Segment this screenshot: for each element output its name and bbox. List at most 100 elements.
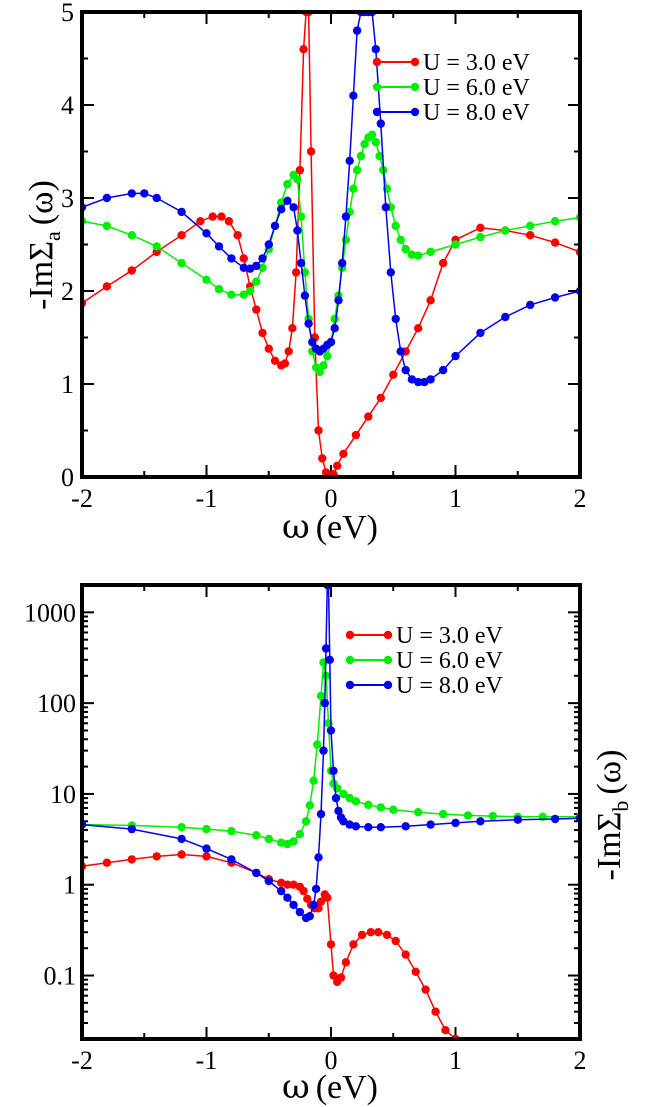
data-point [513, 815, 522, 824]
data-point [391, 314, 400, 324]
data-point [407, 375, 417, 384]
data-point [476, 328, 485, 338]
data-point [526, 221, 535, 231]
data-point [202, 275, 211, 284]
data-point [476, 223, 485, 232]
data-point [463, 811, 473, 820]
data-point [239, 254, 248, 263]
data-point [252, 305, 261, 314]
data-point [217, 212, 226, 221]
data-point [326, 940, 336, 949]
data-point [391, 936, 400, 946]
data-point [245, 286, 255, 296]
data-point [258, 254, 267, 263]
data-point [352, 26, 362, 35]
data-point [252, 831, 261, 840]
panel-b-self-energy-chart: -2 -1 0 1 2 0.1 1 10 100 1000 U = 3.0 eVU = 6.0 e… [24, 583, 633, 1107]
data-point [389, 370, 398, 379]
data-point [488, 811, 497, 821]
data-point [306, 147, 316, 156]
data-point [349, 184, 358, 193]
data-point [202, 824, 211, 834]
data-point [127, 824, 136, 834]
legend-entry-2: U = 6.0 eV [396, 648, 504, 674]
x-tick-label: 1 [449, 484, 462, 513]
data-point [233, 231, 242, 240]
data-point [258, 328, 267, 338]
data-point [291, 268, 301, 277]
panel-a-x-label-omega: ω [282, 507, 310, 547]
data-point [550, 814, 560, 824]
data-point [252, 261, 261, 271]
data-point [320, 698, 329, 708]
data-point [451, 240, 460, 249]
panel-a-y-label-suffix: (ω) [23, 180, 60, 225]
data-point [227, 290, 236, 299]
data-point [127, 189, 136, 198]
data-point [421, 985, 430, 994]
data-point [295, 830, 305, 839]
data-point [102, 282, 112, 291]
data-point [333, 461, 342, 470]
data-point [277, 205, 286, 214]
data-point [341, 958, 351, 967]
data-point [102, 221, 112, 231]
legend-marker [383, 680, 393, 690]
data-point [300, 291, 310, 300]
data-point [364, 800, 373, 809]
y-tick-label: 0 [61, 463, 74, 492]
y-tick-label: 1 [63, 871, 76, 900]
data-point [441, 1026, 450, 1035]
y-tick-label: 3 [61, 184, 74, 213]
data-point [351, 822, 361, 831]
panel-b-ticks [81, 584, 581, 1040]
data-point [339, 449, 348, 458]
data-point [314, 853, 323, 862]
y-tick-label: 1 [61, 370, 74, 399]
panel-b-y-label-suffix: (ω) [591, 750, 628, 795]
panel-b-y-label-prefix: -ImΣ [591, 812, 628, 881]
data-point [345, 793, 354, 803]
data-point [321, 644, 331, 653]
data-point [299, 45, 308, 54]
data-point [288, 324, 297, 333]
data-point [140, 189, 149, 198]
data-point [371, 45, 380, 54]
data-point [289, 900, 298, 910]
panel-a-plot-frame [80, 10, 582, 479]
x-tick-label: -1 [196, 1046, 218, 1075]
data-point [309, 900, 318, 910]
data-point [152, 852, 161, 861]
data-point [334, 296, 343, 305]
data-point [364, 412, 373, 421]
legend-marker [372, 57, 382, 67]
data-point [289, 880, 298, 889]
data-point [202, 229, 211, 238]
data-point [386, 268, 395, 277]
data-point [374, 928, 383, 937]
data-point [323, 351, 332, 361]
data-point [438, 365, 448, 375]
legend-marker [345, 630, 355, 640]
legend-entry-1: U = 3.0 eV [423, 50, 531, 76]
panel-b-plot-frame [80, 583, 582, 1041]
data-point [426, 296, 435, 305]
data-point [329, 766, 338, 775]
legend-entry-3: U = 8.0 eV [423, 100, 531, 126]
data-point [360, 139, 369, 149]
data-point [127, 855, 136, 864]
y-tick-label: 4 [61, 91, 74, 120]
data-point [303, 894, 312, 903]
y-tick-label: 5 [61, 0, 74, 27]
x-tick-label: 2 [574, 1046, 587, 1075]
legend-entry-1: U = 3.0 eV [396, 623, 504, 649]
data-point [341, 212, 351, 221]
data-point [426, 375, 435, 384]
y-tick-label: 1000 [24, 598, 76, 627]
panel-b-series [82, 585, 580, 1039]
data-point [318, 454, 327, 463]
data-point [252, 868, 261, 878]
data-point [315, 367, 324, 377]
data-point [309, 776, 318, 785]
data-point [283, 196, 292, 205]
